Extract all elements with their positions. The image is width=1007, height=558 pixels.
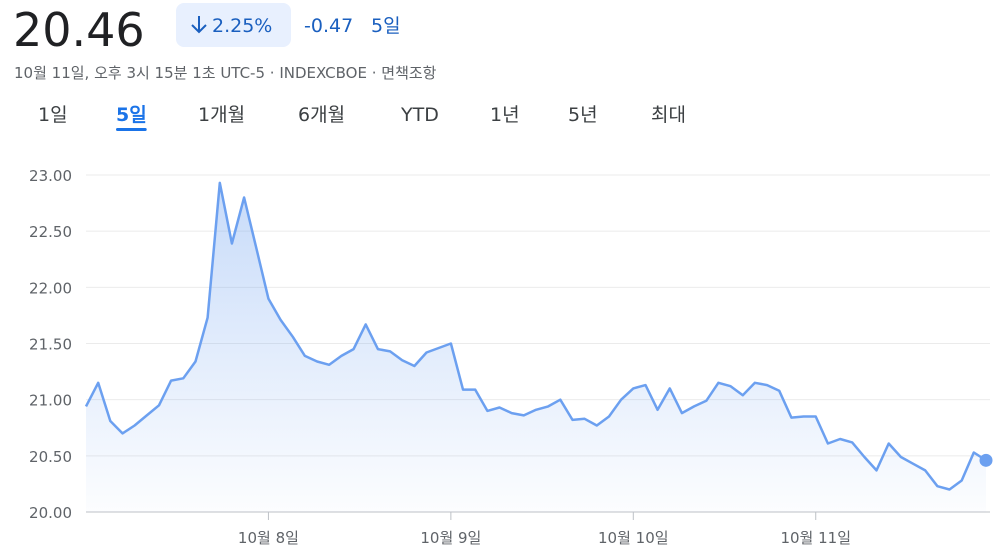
tab[interactable]: 1일 — [38, 104, 68, 126]
down-arrow — [191, 16, 207, 34]
change-percent: 2.25% — [212, 15, 272, 37]
price: 20.46 — [13, 3, 145, 57]
price-line — [84, 181, 987, 491]
y-tick-label: 23.00 — [29, 167, 72, 185]
x-tick-label: 10월 10일 — [598, 529, 669, 547]
y-tick-label: 22.00 — [29, 279, 72, 297]
area-fill — [86, 182, 986, 512]
tab[interactable]: 6개월 — [298, 104, 345, 126]
y-tick-label: 22.50 — [29, 223, 72, 241]
tab[interactable]: 최대 — [651, 104, 686, 126]
last-point — [979, 453, 993, 467]
tab[interactable]: 1개월 — [198, 104, 245, 126]
tabs: 1일 5일 1개월 6개월 YTD 1년 5년 최대 — [38, 104, 686, 126]
tab[interactable]: 5일 — [116, 104, 147, 126]
y-tick-label: 20.50 — [29, 448, 72, 466]
x-tick-label: 10월 8일 — [238, 529, 299, 547]
y-tick-label: 21.50 — [29, 336, 72, 354]
tab[interactable]: YTD — [400, 104, 439, 126]
y-tick-label: 21.00 — [29, 392, 72, 410]
tab[interactable]: 1년 — [490, 104, 520, 126]
timestamp: 10월 11일, 오후 3시 15분 1초 UTC-5 · INDEXCBOE … — [14, 64, 437, 82]
change: -0.47 — [304, 15, 353, 37]
tab[interactable]: 5년 — [568, 104, 598, 126]
tab-underline — [116, 128, 147, 131]
x-tick-label: 10월 11일 — [780, 529, 851, 547]
period: 5일 — [371, 15, 401, 37]
x-tick-label: 10월 9일 — [420, 529, 481, 547]
y-tick-label: 20.00 — [29, 504, 72, 522]
change-badge — [176, 3, 291, 47]
